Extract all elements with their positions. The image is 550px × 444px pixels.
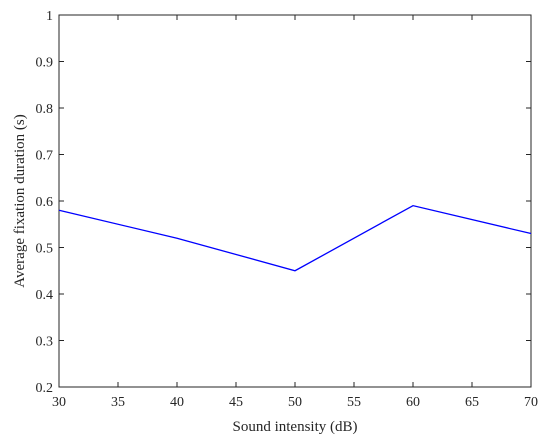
- y-tick-label: 0.6: [36, 195, 54, 210]
- y-tick-label: 0.4: [36, 288, 54, 303]
- series-layer: [58, 204, 532, 272]
- x-tick-label: 60: [406, 395, 420, 410]
- y-axis-ticks: 0.2 0.3 0.4 0.5 0.6 0.7 0.8 0.9 1: [36, 9, 531, 396]
- x-tick-label: 70: [524, 395, 538, 410]
- x-tick-label: 30: [52, 395, 66, 410]
- x-tick-label: 50: [288, 395, 302, 410]
- y-tick-label: 1: [46, 9, 53, 24]
- x-tick-label: 55: [347, 395, 361, 410]
- y-tick-label: 0.3: [36, 335, 54, 350]
- y-tick-label: 0.5: [36, 242, 54, 257]
- plot-area: [58, 14, 532, 388]
- x-axis-ticks: 30 35 40 45 50 55 60 65 70: [52, 15, 538, 410]
- y-tick-label: 0.7: [36, 149, 54, 164]
- y-tick-label: 0.8: [36, 102, 54, 117]
- x-tick-label: 45: [229, 395, 243, 410]
- x-axis-label: Sound intensity (dB): [232, 419, 357, 435]
- x-tick-label: 35: [111, 395, 125, 410]
- y-tick-label: 0.9: [36, 56, 54, 71]
- x-tick-label: 40: [170, 395, 184, 410]
- y-axis-label: Average fixation duration (s): [12, 114, 28, 287]
- y-tick-label: 0.2: [36, 381, 54, 396]
- x-tick-label: 65: [465, 395, 479, 410]
